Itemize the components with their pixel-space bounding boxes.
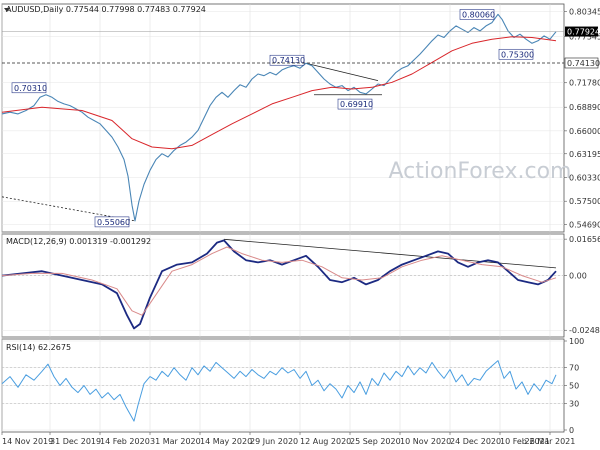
annotation-label: 0.80060 (462, 10, 495, 19)
price-trendline (305, 62, 379, 82)
macd-trendlines (223, 238, 557, 269)
price-y-tick-label: 0.80345 (569, 7, 600, 16)
price-grid (1, 4, 564, 232)
rsi-title: RSI(14) 62.2675 (6, 343, 71, 352)
price-moving_average-line (1, 36, 557, 150)
last-price-box (565, 26, 598, 37)
x-tick-label: 29 Jun 2020 (250, 437, 298, 446)
x-tick-label: 26 Mar 2021 (525, 437, 576, 446)
annotation-box (459, 9, 495, 20)
x-tick-label: 14 Nov 2019 (2, 437, 53, 446)
last-price-label: 0.77924 (567, 28, 600, 37)
macd-pane: 0.016567 0.00 -0.02484 MACD(12,26,9) 0.001… (1, 233, 600, 338)
price-y-tick-label: 0.68890 (569, 103, 600, 112)
price-title: AUDUSD,Daily 0.77544 0.77998 0.77483 0.7… (6, 5, 206, 14)
x-tick-label: 14 May 2020 (200, 437, 252, 446)
rsi-grid (1, 339, 564, 432)
rsi-y-tick-label: 0 (569, 426, 574, 435)
price-y-tick-label: 0.57500 (569, 197, 600, 206)
x-tick-label: 10 Feb 2021 (500, 437, 550, 446)
annotation-box (498, 48, 534, 60)
macd-macd-line (1, 239, 557, 330)
rsi-rsi-line (1, 360, 557, 422)
macd-trendline (223, 238, 557, 269)
macd-y-axis: 0.016567 0.00 -0.02484 (564, 235, 600, 335)
level-marker-label: 0.74130 (567, 59, 600, 68)
annotation-box (269, 54, 305, 66)
rsi-y-tick-label: 70 (569, 364, 579, 373)
level-marker-box (564, 57, 599, 69)
price-series (1, 13, 557, 222)
macd-title: MACD(12,26,9) 0.001319 -0.001292 (6, 237, 151, 246)
rsi-pane: 100 70 50 30 0 RSI(14) 62.2675 (1, 337, 584, 435)
annotation-label: 0.75300 (501, 50, 534, 59)
collapse-arrow-icon (4, 8, 10, 12)
price-pane: ActionForex.com 0.70310 0.55060 0.74130 0.6… (1, 3, 600, 233)
macd-series (1, 239, 557, 330)
annotation-box (337, 98, 373, 110)
annotation-label: 0.70310 (14, 84, 47, 93)
rsi-y-axis: 100 70 50 30 0 (564, 337, 584, 435)
annotation-label: 0.55060 (97, 218, 130, 227)
price-y-tick-label: 0.60330 (569, 173, 600, 182)
x-tick-label: 14 Feb 2020 (100, 437, 150, 446)
annotation-label: 0.69910 (340, 100, 373, 109)
price-y-tick-label: 0.77345 (569, 32, 600, 41)
annotation-label: 0.74130 (272, 56, 305, 65)
price-y-tick-label: 0.71780 (569, 79, 600, 88)
price-y-tick-label: 0.63195 (569, 150, 600, 159)
price-y-tick-label: 0.66000 (569, 127, 600, 136)
macd-y-tick-label: 0.00 (569, 272, 587, 281)
x-tick-label: 25 Sep 2020 (350, 437, 401, 446)
annotation-box (94, 216, 130, 228)
price-price-line (1, 13, 557, 222)
watermark: ActionForex.com (389, 159, 572, 184)
rsi-y-tick-label: 50 (569, 382, 579, 391)
macd-y-tick-label: -0.02484 (569, 326, 600, 335)
macd-grid (1, 234, 564, 337)
x-tick-label: 31 Dec 2019 (50, 437, 101, 446)
macd-signal-line (1, 246, 557, 316)
x-tick-label: 31 Mar 2020 (150, 437, 201, 446)
annotation-box (11, 82, 47, 94)
price-annotations: 0.70310 0.55060 0.74130 0.69910 0.80060 0.753… (11, 9, 534, 228)
rsi-y-tick-label: 30 (569, 399, 579, 408)
macd-y-tick-label: 0.016567 (569, 235, 600, 244)
price-y-tick-label: 0.54690 (569, 220, 600, 229)
rsi-series (1, 360, 557, 422)
x-tick-label: 10 Nov 2020 (400, 437, 451, 446)
rsi-y-tick-label: 100 (569, 337, 584, 346)
x-tick-label: 12 Aug 2020 (300, 437, 351, 446)
x-tick-label: 24 Dec 2020 (450, 437, 501, 446)
price-y-axis: 0.80345 0.77345 0.71780 0.68890 0.66000 0.631… (2, 7, 600, 229)
